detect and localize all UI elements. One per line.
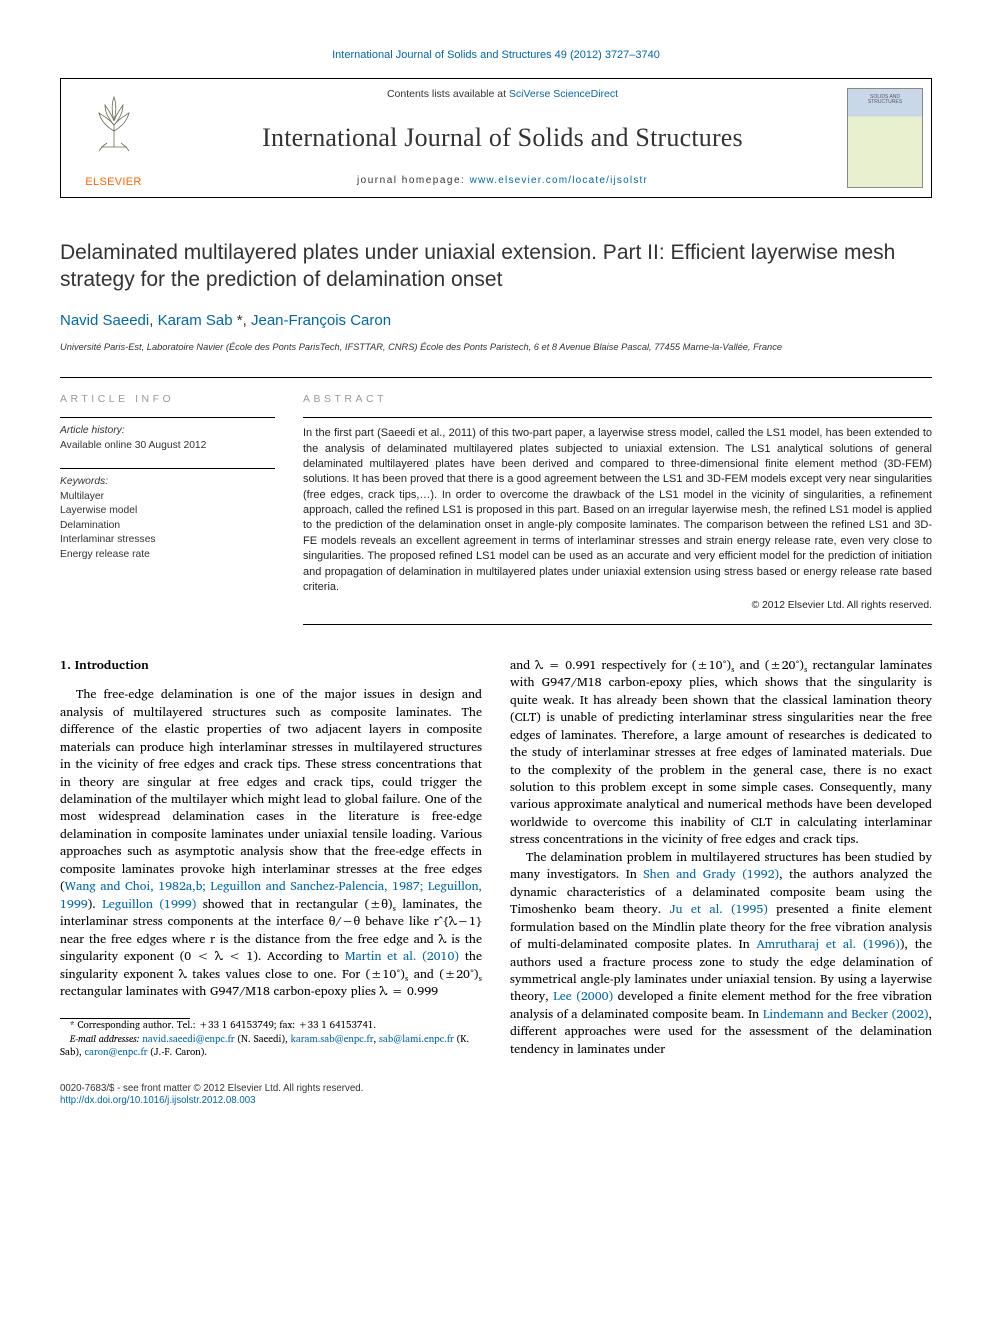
t: (J.-F. Caron). xyxy=(147,1044,207,1060)
journal-cover-thumb[interactable]: SOLIDS AND STRUCTURES xyxy=(847,88,923,188)
body-columns: 1. Introduction The free-edge delaminati… xyxy=(60,657,932,1059)
journal-citation-link[interactable]: International Journal of Solids and Stru… xyxy=(332,49,660,61)
journal-cover-block: SOLIDS AND STRUCTURES xyxy=(839,79,931,197)
article-info-column: article info Article history: Available … xyxy=(60,392,275,625)
doi-link[interactable]: http://dx.doi.org/10.1016/j.ijsolstr.201… xyxy=(60,1095,256,1106)
sciencedirect-link[interactable]: SciVerse ScienceDirect xyxy=(509,88,618,100)
abstract-copyright: © 2012 Elsevier Ltd. All rights reserved… xyxy=(303,599,932,613)
email-4[interactable]: caron@enpc.fr xyxy=(85,1044,148,1060)
contents-available-line: Contents lists available at SciVerse Sci… xyxy=(387,87,618,102)
t: (N. Saeedi), xyxy=(235,1031,291,1047)
front-matter-footer: 0020-7683/$ - see front matter © 2012 El… xyxy=(60,1083,932,1108)
abstract-body: In the first part (Saeedi et al., 2011) … xyxy=(303,427,932,593)
keyword: Interlaminar stresses xyxy=(60,533,275,547)
authors-line: Navid Saeedi, Karam Sab *, Jean-François… xyxy=(60,310,932,332)
abstract-heading: abstract xyxy=(303,392,932,407)
homepage-prefix: journal homepage: xyxy=(357,175,470,186)
para-1-right-continuation: and λ = 0.991 respectively for (±10°)ₛ a… xyxy=(510,657,932,849)
keyword: Delamination xyxy=(60,519,275,533)
keyword: Layerwise model xyxy=(60,504,275,518)
article-title: Delaminated multilayered plates under un… xyxy=(60,240,932,294)
email-3[interactable]: sab@lami.enpc.fr xyxy=(379,1031,454,1047)
keywords-label: Keywords: xyxy=(60,475,275,490)
email-2[interactable]: karam.sab@enpc.fr xyxy=(291,1031,374,1047)
footnotes: * Corresponding author. Tel.: +33 1 6415… xyxy=(60,1000,482,1058)
author-3[interactable]: Jean-François Caron xyxy=(251,312,391,329)
history-label: Article history: xyxy=(60,424,275,439)
article-history-block: Article history: Available online 30 Aug… xyxy=(60,417,275,454)
journal-citation-line: International Journal of Solids and Stru… xyxy=(60,48,932,64)
cover-text-2: STRUCTURES xyxy=(868,100,902,106)
header-center: Contents lists available at SciVerse Sci… xyxy=(166,79,839,197)
author-1[interactable]: Navid Saeedi xyxy=(60,312,149,329)
journal-header-box: ELSEVIER Contents lists available at Sci… xyxy=(60,78,932,198)
keywords-block: Keywords: Multilayer Layerwise model Del… xyxy=(60,468,275,562)
elsevier-tree-icon xyxy=(79,85,149,155)
keywords-list: Multilayer Layerwise model Delamination … xyxy=(60,490,275,562)
corr-marker: * xyxy=(233,312,243,329)
email-addresses-note: E-mail addresses: navid.saeedi@enpc.fr (… xyxy=(60,1033,482,1059)
abstract-text: In the first part (Saeedi et al., 2011) … xyxy=(303,417,932,625)
history-value: Available online 30 August 2012 xyxy=(60,439,275,454)
meta-abstract-row: article info Article history: Available … xyxy=(60,377,932,625)
para-2: The delamination problem in multilayered… xyxy=(510,849,932,1058)
journal-homepage-line: journal homepage: www.elsevier.com/locat… xyxy=(357,174,648,189)
keyword: Energy release rate xyxy=(60,548,275,562)
article-info-heading: article info xyxy=(60,392,275,407)
sep: , xyxy=(149,312,157,329)
journal-title: International Journal of Solids and Stru… xyxy=(262,119,743,157)
author-2[interactable]: Karam Sab xyxy=(158,312,233,329)
t: The free-edge delamination is one of the… xyxy=(60,684,482,896)
elsevier-wordmark: ELSEVIER xyxy=(85,175,141,191)
journal-homepage-link[interactable]: www.elsevier.com/locate/ijsolstr xyxy=(470,175,648,186)
front-matter-line: 0020-7683/$ - see front matter © 2012 El… xyxy=(60,1083,932,1096)
contents-prefix: Contents lists available at xyxy=(387,88,509,100)
para-1-left: The free-edge delamination is one of the… xyxy=(60,686,482,1000)
keyword: Multilayer xyxy=(60,490,275,504)
abstract-column: abstract In the first part (Saeedi et al… xyxy=(303,392,932,625)
section-1-heading: 1. Introduction xyxy=(60,657,482,674)
publisher-logo-block: ELSEVIER xyxy=(61,79,166,197)
sep: , xyxy=(243,312,251,329)
affiliation: Université Paris-Est, Laboratoire Navier… xyxy=(60,341,932,354)
